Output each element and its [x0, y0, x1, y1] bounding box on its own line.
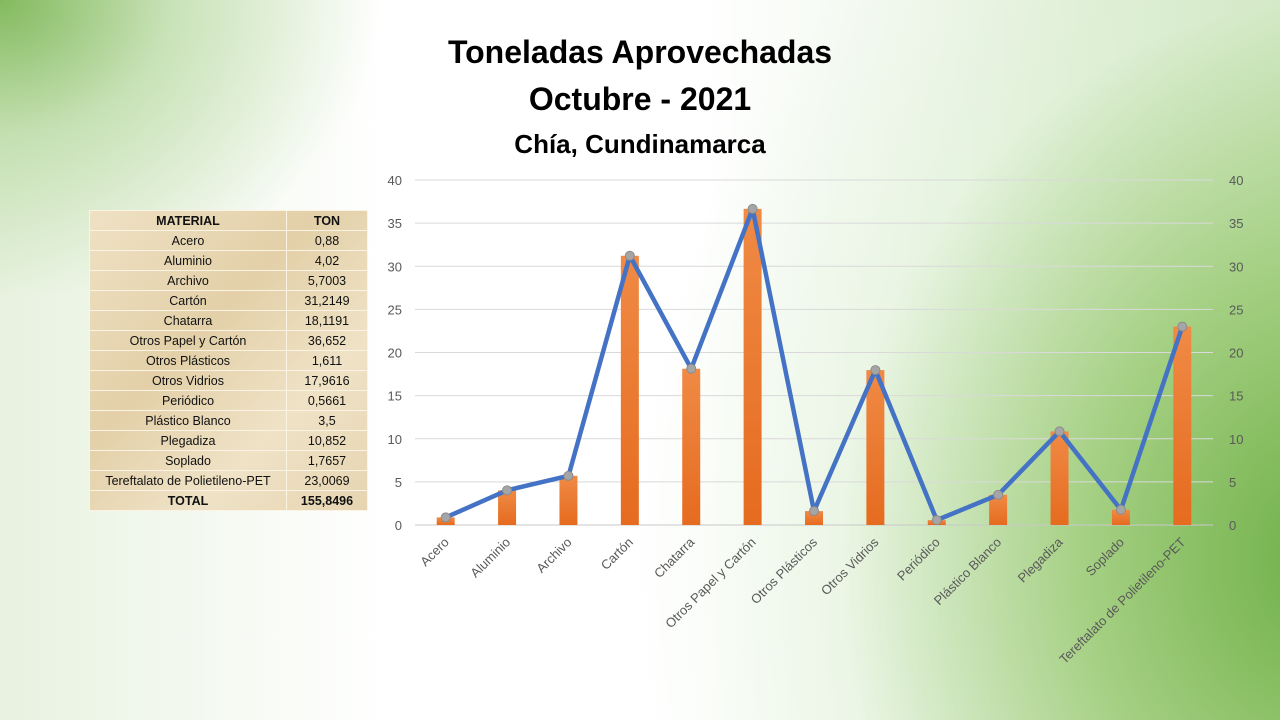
- y-tick-label: 5: [395, 475, 402, 490]
- ton-cell: 17,9616: [286, 370, 368, 391]
- y-tick-label: 30: [388, 259, 402, 274]
- line-point: [502, 485, 513, 496]
- x-tick-label: Otros Vidrios: [818, 534, 882, 598]
- table-row: Plástico Blanco 3,5: [89, 410, 368, 431]
- x-tick-label: Periódico: [894, 535, 943, 584]
- material-cell: Aluminio: [89, 250, 287, 271]
- total-value: 155,8496: [286, 490, 368, 511]
- line-point: [747, 203, 758, 214]
- line-point: [931, 515, 942, 526]
- bar: [989, 494, 1008, 525]
- y2-tick-label: 40: [1229, 173, 1243, 188]
- y-tick-label: 40: [388, 173, 402, 188]
- bar: [682, 368, 701, 525]
- bar: [805, 511, 823, 525]
- bar: [866, 370, 885, 525]
- table-row: Aluminio 4,02: [89, 250, 368, 271]
- x-tick-label: Plegadiza: [1015, 534, 1067, 586]
- y-tick-label: 0: [395, 518, 402, 533]
- table-row: Otros Plásticos 1,611: [89, 350, 368, 371]
- material-cell: Chatarra: [89, 310, 287, 331]
- table-header-row: MATERIAL TON: [89, 210, 368, 231]
- material-cell: Periódico: [89, 390, 287, 411]
- x-tick-label: Aluminio: [467, 535, 513, 581]
- line-point: [1177, 321, 1188, 332]
- ton-cell: 18,1191: [286, 310, 368, 331]
- material-cell: Plástico Blanco: [89, 410, 287, 431]
- line-point: [686, 363, 697, 374]
- y2-tick-label: 15: [1229, 389, 1243, 404]
- line-point: [1115, 504, 1126, 515]
- y2-tick-label: 5: [1229, 475, 1236, 490]
- table-row: Tereftalato de Polietileno-PET 23,0069: [89, 470, 368, 491]
- ton-cell: 0,88: [286, 230, 368, 251]
- x-tick-label: Acero: [417, 535, 452, 570]
- x-tick-label: Archivo: [533, 535, 574, 576]
- ton-cell: 36,652: [286, 330, 368, 351]
- table-row: Acero 0,88: [89, 230, 368, 251]
- chart-location: Chía, Cundinamarca: [514, 129, 766, 159]
- y-tick-label: 35: [388, 216, 402, 231]
- y2-tick-label: 0: [1229, 518, 1236, 533]
- ton-cell: 31,2149: [286, 290, 368, 311]
- line-point: [440, 512, 451, 523]
- ton-cell: 5,7003: [286, 270, 368, 291]
- material-cell: Archivo: [89, 270, 287, 291]
- line-point: [870, 365, 881, 376]
- x-tick-label: Soplado: [1083, 535, 1127, 579]
- y-tick-label: 25: [388, 302, 402, 317]
- line-point: [993, 489, 1004, 500]
- table-total-row: TOTAL 155,8496: [89, 490, 368, 511]
- line-point: [809, 506, 819, 517]
- y-tick-label: 20: [388, 346, 402, 361]
- materials-table: MATERIAL TON Acero 0,88 Aluminio 4,02 Archiv…: [89, 210, 368, 511]
- bar: [498, 490, 517, 525]
- table-row: Cartón 31,2149: [89, 290, 368, 311]
- line-point: [1054, 426, 1065, 437]
- y-tick-label: 15: [388, 389, 402, 404]
- bar: [1111, 509, 1130, 525]
- y2-tick-label: 25: [1229, 302, 1243, 317]
- bar: [1173, 326, 1192, 525]
- total-label: TOTAL: [89, 490, 287, 511]
- chart-subtitle: Octubre - 2021: [528, 81, 752, 117]
- x-tick-label: Tereftalato de Polietileno-PET: [1056, 534, 1188, 666]
- y-tick-label: 10: [388, 432, 402, 447]
- x-tick-label: Chatarra: [651, 534, 698, 581]
- table-row: Chatarra 18,1191: [89, 310, 368, 331]
- table-row: Otros Papel y Cartón 36,652: [89, 330, 368, 351]
- material-cell: Cartón: [89, 290, 287, 311]
- bar: [1050, 431, 1069, 525]
- bar: [559, 475, 578, 525]
- y2-tick-label: 30: [1229, 259, 1243, 274]
- header-ton: TON: [286, 210, 368, 231]
- y2-tick-label: 35: [1229, 216, 1243, 231]
- series-line: [444, 206, 1185, 523]
- y2-tick-label: 10: [1229, 432, 1243, 447]
- line-point: [624, 250, 635, 261]
- material-cell: Otros Papel y Cartón: [89, 330, 287, 351]
- line-point: [563, 470, 574, 481]
- chart-title: Toneladas Aprovechadas: [447, 34, 833, 70]
- y2-tick-label: 20: [1229, 346, 1243, 361]
- bar: [743, 208, 762, 525]
- table-row: Archivo 5,7003: [89, 270, 368, 291]
- bar: [620, 255, 639, 525]
- x-tick-label: Cartón: [598, 535, 636, 573]
